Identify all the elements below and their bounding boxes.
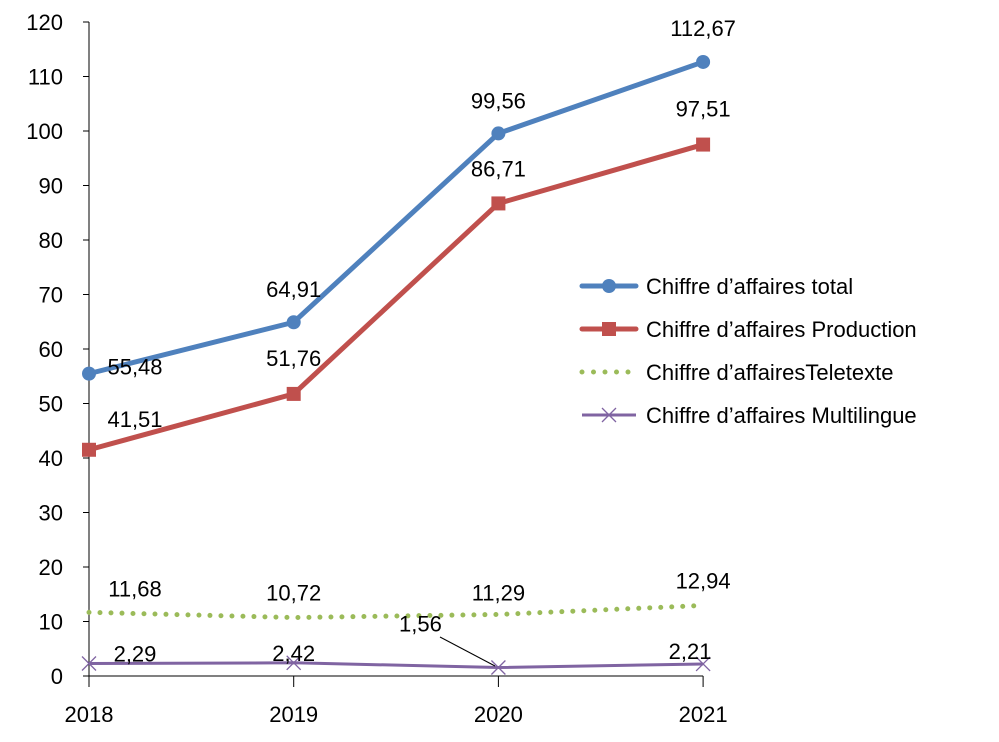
data-label: 2,29	[114, 642, 157, 667]
y-tick-label: 80	[39, 228, 63, 253]
series-group	[81, 54, 711, 675]
data-point	[286, 386, 301, 401]
x-tick-label: 2018	[65, 702, 114, 727]
data-point	[696, 137, 711, 152]
data-label: 1,56	[399, 611, 442, 636]
y-tick-label: 100	[26, 119, 63, 144]
data-label: 11,29	[472, 580, 525, 605]
data-point	[696, 54, 711, 69]
data-label: 55,48	[107, 355, 162, 380]
x-tick-label: 2019	[269, 702, 318, 727]
data-point	[490, 660, 506, 675]
leader-line	[439, 636, 496, 667]
y-tick-label: 90	[39, 174, 63, 199]
series-1	[82, 137, 711, 457]
legend-label: Chiffre d’affairesTeletexte	[646, 360, 893, 385]
data-label: 10,72	[266, 581, 321, 606]
data-point	[81, 656, 97, 671]
legend-label: Chiffre d’affaires Multilingue	[646, 403, 917, 428]
series-0	[82, 54, 711, 381]
legend-label: Chiffre d’affaires Production	[646, 317, 917, 342]
y-tick-label: 20	[39, 555, 63, 580]
series-line	[86, 59, 706, 377]
data-label: 112,67	[670, 16, 736, 41]
data-label: 51,76	[266, 346, 321, 371]
legend-item-1: Chiffre d’affaires Production	[579, 317, 917, 342]
legend-item-2: Chiffre d’affairesTeletexte	[579, 360, 893, 385]
legend-item-0: Chiffre d’affaires total	[579, 274, 853, 299]
data-label: 2,21	[669, 639, 712, 664]
legend-marker	[602, 322, 616, 336]
legend-label: Chiffre d’affaires total	[646, 274, 853, 299]
y-tick-label: 120	[26, 10, 63, 35]
series-line	[86, 142, 706, 453]
axes: 0 10 20 30 40 50 60 70 80 90 100 110 120 2018 2019 2020…	[26, 10, 727, 727]
legend-item-3: Chiffre d’affaires Multilingue	[582, 403, 917, 428]
data-label: 12,94	[676, 568, 731, 593]
y-tick-label: 70	[39, 283, 63, 308]
legend-marker	[601, 407, 617, 423]
data-label: 86,71	[471, 156, 526, 181]
data-point	[695, 656, 711, 672]
data-point	[286, 315, 301, 330]
data-point	[491, 126, 506, 141]
y-tick-label: 40	[39, 446, 63, 471]
series-line	[86, 602, 706, 621]
data-label: 64,91	[266, 277, 321, 302]
y-tick-label: 0	[51, 664, 63, 689]
series-line	[88, 661, 704, 669]
data-labels: 55,48 64,91 99,56 112,67 41,51 51,76 86,71 97,5…	[107, 16, 735, 667]
x-tick-label: 2020	[474, 702, 523, 727]
data-label: 2,42	[272, 641, 315, 666]
data-label: 97,51	[676, 97, 731, 122]
data-label: 99,56	[471, 88, 526, 113]
data-label: 41,51	[107, 407, 162, 432]
y-tick-label: 30	[39, 501, 63, 526]
data-point	[82, 442, 96, 457]
y-tick-label: 50	[39, 392, 63, 417]
data-point	[491, 196, 506, 211]
series-2	[86, 602, 706, 621]
legend-marker	[602, 279, 616, 293]
data-point	[286, 655, 302, 671]
x-tick-label: 2021	[679, 702, 728, 727]
y-tick-label: 60	[39, 337, 63, 362]
y-tick-label: 10	[39, 610, 63, 635]
data-point	[82, 366, 96, 381]
data-label: 11,68	[108, 576, 161, 601]
series-3	[81, 655, 711, 675]
legend: Chiffre d’affaires total Chiffre d’affair…	[579, 274, 917, 428]
y-tick-label: 110	[28, 65, 63, 90]
